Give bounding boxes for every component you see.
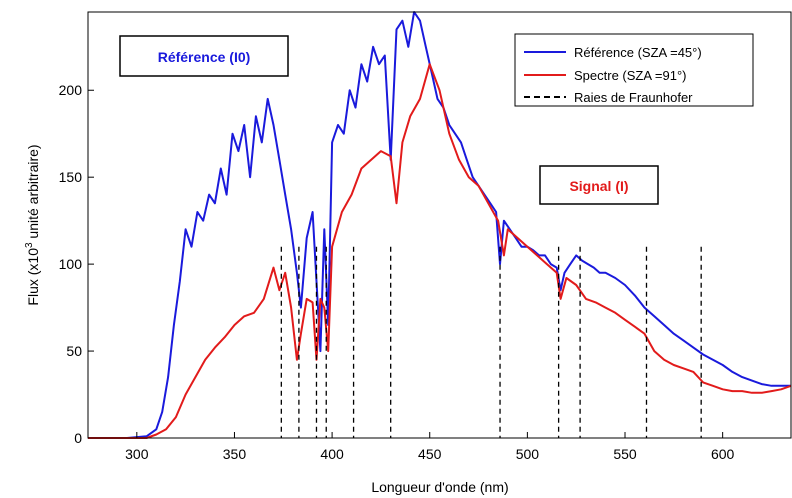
- y-tick-label: 50: [66, 343, 82, 359]
- annotation-reference-box: [119, 35, 289, 77]
- series-line-spectre: [88, 63, 792, 439]
- annotation-reference-text: Référence (I0): [158, 49, 251, 65]
- x-tick-label: 600: [711, 446, 735, 462]
- y-tick-label: 200: [59, 82, 83, 98]
- y-tick-label: 150: [59, 169, 83, 185]
- x-tick-label: 300: [125, 446, 149, 462]
- x-tick-label: 550: [613, 446, 637, 462]
- annotation-signal-text: Signal (I): [569, 178, 628, 194]
- y-tick-label: 100: [59, 256, 83, 272]
- x-axis-title: Longueur d'onde (nm): [371, 479, 508, 495]
- y-tick-label: 0: [74, 430, 82, 446]
- legend-label-spectre: Spectre (SZA =91°): [574, 68, 687, 83]
- axis-ticks: 300 350 400 450 500 550 600 0 50 100 150 200: [59, 82, 735, 462]
- legend-label-fraunhofer: Raies de Fraunhofer: [574, 90, 693, 105]
- y-axis-title-pre: Flux (x10: [25, 248, 41, 306]
- y-axis-title-sup: 3: [24, 242, 35, 248]
- annotation-signal: Signal (I): [539, 165, 659, 205]
- y-axis-title-post: unité arbitraire): [25, 144, 41, 242]
- legend-box: [514, 33, 754, 107]
- x-tick-label: 450: [418, 446, 442, 462]
- legend: Référence (SZA =45°) Spectre (SZA =91°) …: [514, 33, 754, 107]
- plot-frame: [87, 11, 792, 439]
- y-axis-title: Flux (x103 unité arbitraire): [24, 144, 41, 305]
- x-tick-label: 350: [223, 446, 247, 462]
- legend-label-reference: Référence (SZA =45°): [574, 45, 702, 60]
- annotation-reference: Référence (I0): [119, 35, 289, 77]
- series-layer: [88, 11, 792, 439]
- series-line-reference: [88, 11, 791, 439]
- annotation-signal-box: [539, 165, 659, 205]
- fraunhofer-lines: [280, 246, 702, 438]
- x-tick-label: 400: [320, 446, 344, 462]
- x-tick-label: 500: [516, 446, 540, 462]
